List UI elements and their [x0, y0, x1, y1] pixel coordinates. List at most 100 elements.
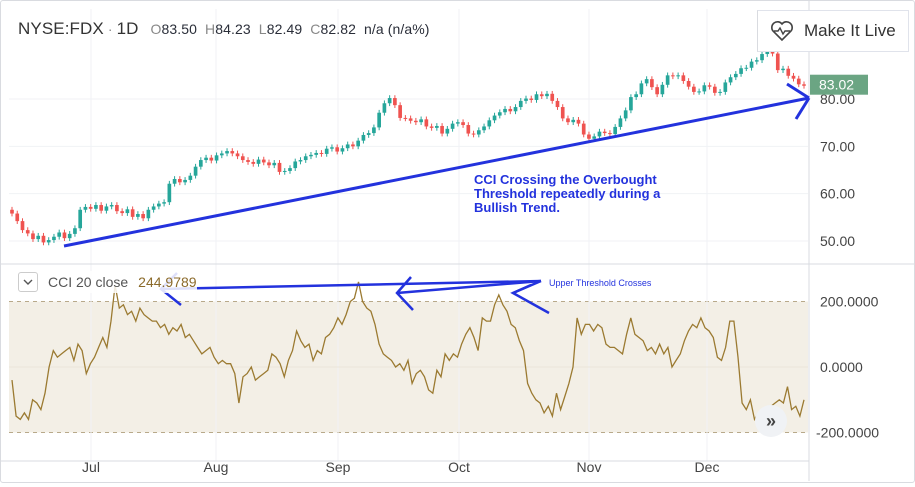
candle-body: [435, 125, 439, 128]
candle-body: [518, 100, 523, 108]
symbol-separator: ·: [107, 21, 113, 37]
candle-body: [178, 178, 182, 183]
candle-body: [251, 161, 256, 164]
candle-body: [288, 168, 292, 171]
candle-body: [471, 133, 476, 135]
candle-body: [744, 67, 749, 69]
candle-body: [382, 103, 387, 113]
candle-body: [157, 203, 161, 207]
make-it-live-button[interactable]: Make It Live: [757, 10, 909, 52]
candle-body: [476, 130, 481, 135]
candle-body: [765, 51, 770, 55]
candle-body: [15, 213, 20, 222]
candle-body: [466, 125, 471, 134]
candle-body: [67, 233, 72, 239]
candle-body: [303, 156, 308, 161]
candle-body: [387, 98, 392, 104]
candle-body: [335, 147, 340, 152]
close-label: C: [310, 21, 321, 37]
cross-arrow-line-2: [396, 279, 542, 295]
candle-body: [125, 209, 130, 214]
candle-body: [115, 205, 119, 212]
candle-body: [167, 183, 172, 203]
timeframe[interactable]: 1D: [116, 19, 139, 38]
candle-body: [566, 118, 570, 123]
symbol-name[interactable]: NYSE:FDX: [18, 19, 104, 38]
candle-body: [230, 151, 235, 154]
time-axis-tick: Dec: [695, 459, 720, 475]
candle-body: [560, 107, 565, 119]
candle-body: [52, 236, 56, 241]
candle-body: [246, 160, 250, 162]
candle-body: [277, 162, 282, 172]
candle-body: [602, 131, 607, 134]
candle-body: [686, 81, 691, 87]
candle-body: [130, 209, 135, 217]
upper-threshold-crosses-label: Upper Threshold Crosses: [549, 278, 652, 288]
candle-body: [57, 232, 62, 237]
candle-body: [330, 147, 334, 149]
chevron-down-icon: [23, 279, 33, 285]
candle-body: [754, 60, 759, 62]
time-axis-tick: Oct: [448, 459, 470, 475]
candle-body: [398, 105, 402, 118]
trend-arrow-head-upper: [786, 82, 810, 100]
candle-body: [403, 117, 408, 119]
cci-line: [11, 281, 805, 422]
candle-body: [351, 144, 355, 147]
candle-body: [712, 86, 717, 93]
candle-body: [419, 119, 423, 123]
candle-body: [366, 133, 371, 135]
candle-body: [644, 79, 649, 84]
candle-body: [597, 131, 602, 137]
candle-body: [414, 120, 418, 123]
cci-axis-tick: 200.0000: [820, 294, 879, 310]
candle-body: [665, 75, 670, 85]
candle-body: [770, 51, 775, 54]
candle-body: [136, 214, 140, 217]
candle-body: [25, 230, 30, 234]
candle-body: [623, 110, 628, 119]
candle-body: [581, 123, 586, 135]
candle-body: [46, 240, 51, 243]
collapse-toggle-button[interactable]: [18, 272, 38, 292]
candles: [10, 48, 806, 246]
candle-body: [377, 112, 381, 128]
candle-body: [393, 98, 397, 106]
time-axis-tick: Aug: [204, 459, 229, 475]
candle-body: [707, 85, 712, 87]
candle-body: [445, 128, 450, 134]
high-label: H: [205, 21, 216, 37]
annotation-text-line: Bullish Trend.: [474, 200, 560, 215]
candle-body: [676, 75, 680, 77]
candle-body: [576, 119, 581, 124]
cci-axis-tick: -200.0000: [816, 425, 879, 441]
candle-body: [356, 140, 361, 147]
candle-body: [681, 75, 686, 82]
candle-body: [634, 94, 638, 98]
candle-body: [256, 159, 261, 164]
candle-body: [20, 221, 25, 231]
candle-body: [524, 98, 528, 101]
open-value: 83.50: [161, 21, 198, 37]
scroll-to-realtime-button[interactable]: »: [755, 405, 787, 437]
candle-body: [529, 98, 534, 100]
low-value: 82.49: [266, 21, 303, 37]
candle-body: [660, 84, 665, 95]
candle-body: [539, 94, 544, 97]
candle-body: [497, 112, 502, 116]
candle-body: [219, 153, 224, 156]
candle-body: [209, 157, 214, 161]
candle-body: [455, 122, 460, 124]
candle-body: [99, 205, 104, 211]
candle-body: [450, 123, 455, 129]
trend-line: [63, 96, 810, 248]
candle-body: [555, 100, 560, 108]
cross-arrow-line-1: [160, 279, 542, 291]
candle-body: [272, 162, 277, 166]
high-value: 84.23: [215, 21, 251, 37]
candle-body: [198, 160, 203, 167]
candle-body: [513, 107, 518, 112]
